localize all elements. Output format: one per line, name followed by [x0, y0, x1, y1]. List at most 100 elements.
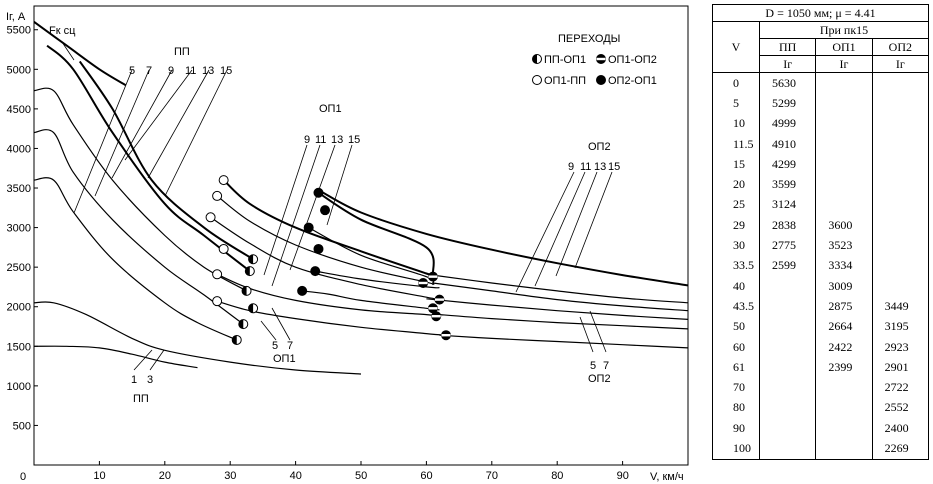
- cell-value: [871, 133, 930, 155]
- marker-op1-pp: [218, 175, 229, 186]
- cell-value: 4910: [758, 133, 817, 155]
- marker-pp-op1: [231, 334, 242, 345]
- cell-value: [871, 72, 930, 94]
- cell-value: 2399: [815, 357, 873, 378]
- series-line: [78, 60, 254, 261]
- marker-op1-pp: [212, 296, 223, 307]
- cell-v: 43.5: [712, 296, 760, 317]
- legend-item-op1-pp: ОП1-ПП: [544, 75, 586, 87]
- table-row: 61 2399 2901: [712, 357, 930, 378]
- y-tick-label: 4500: [7, 104, 31, 116]
- cell-value: [871, 255, 930, 276]
- table-row: 43.5 2875 3449: [712, 296, 930, 317]
- table-subtitle: При пк15: [759, 21, 929, 39]
- op1-num-15: 15: [348, 134, 360, 146]
- marker-op1-pp: [212, 190, 223, 201]
- marker-op2-op1: [320, 205, 331, 216]
- series-line: [33, 177, 237, 341]
- op1-num-7: 7: [287, 340, 293, 352]
- table-row: 0 5630: [712, 72, 930, 94]
- cell-value: [815, 377, 873, 398]
- cell-value: 3009: [815, 275, 873, 297]
- cell-v: 70: [712, 377, 760, 398]
- cell-v: 20: [712, 174, 760, 195]
- marker-op1-pp: [218, 243, 229, 254]
- cell-value: 2599: [758, 255, 817, 276]
- pp-num-1: 1: [131, 374, 137, 386]
- marker-op1-op2: [427, 303, 438, 314]
- y-tick-label: 2000: [7, 302, 31, 314]
- col-pp: ПП: [758, 38, 817, 56]
- cell-v: 61: [712, 357, 760, 378]
- table-row: 90 2400: [712, 418, 930, 439]
- marker-op1-op2: [441, 330, 452, 341]
- op2-num-9: 9: [568, 161, 574, 173]
- data-table: D = 1050 мм; μ = 4.41 V При пк15 ПП ОП1 …: [712, 4, 930, 460]
- op2-num-7: 7: [603, 360, 609, 372]
- legend-title: ПЕРЕХОДЫ: [558, 33, 620, 45]
- cell-value: [758, 397, 817, 419]
- series-line: [426, 298, 689, 320]
- series-line: [210, 216, 440, 301]
- marker-pp-op1: [238, 319, 249, 330]
- table-row: 60 2422 2923: [712, 336, 930, 358]
- cell-v: 11.5: [712, 133, 760, 155]
- marker-op2-op1: [303, 222, 314, 233]
- cell-v: 5: [712, 93, 760, 114]
- cell-value: 2269: [871, 438, 930, 460]
- op1-num-9: 9: [304, 134, 310, 146]
- x-tick-label: 60: [420, 470, 432, 482]
- unit-op1: Iг: [815, 55, 873, 73]
- x-tick-label: 80: [551, 470, 563, 482]
- pp-num-11: 11: [185, 65, 196, 77]
- cell-value: [758, 336, 817, 358]
- marker-op1-op2: [434, 294, 445, 305]
- cell-value: 3449: [871, 296, 930, 317]
- marker-op1-pp: [205, 212, 216, 223]
- cell-value: [871, 275, 930, 297]
- cell-value: 2400: [871, 418, 930, 439]
- cell-value: [758, 377, 817, 398]
- series-line: [33, 345, 198, 369]
- cell-v: 29: [712, 215, 760, 236]
- cell-value: 3124: [758, 194, 817, 216]
- table-head-v: V: [712, 21, 760, 73]
- table-row: 70 2722: [712, 377, 930, 398]
- origin-label: 0: [20, 471, 26, 483]
- cell-v: 30: [712, 235, 760, 256]
- legend-icon-op2-op1: [596, 75, 606, 85]
- cell-v: 90: [712, 418, 760, 439]
- col-op1: ОП1: [815, 38, 873, 56]
- y-axis-label: Iг, А: [6, 11, 26, 23]
- cell-value: 2875: [815, 296, 873, 317]
- cell-value: 5299: [758, 93, 817, 114]
- legend-icon-op1-pp: [532, 75, 542, 85]
- data-table-panel: D = 1050 мм; μ = 4.41 V При пк15 ПП ОП1 …: [712, 4, 930, 460]
- cell-v: 10: [712, 113, 760, 134]
- cell-value: [871, 113, 930, 134]
- cell-value: [871, 235, 930, 256]
- series-line: [439, 314, 689, 330]
- table-row: 33.5 2599 3334: [712, 255, 930, 276]
- table-row: 10 4999: [712, 113, 930, 134]
- x-tick-label: 50: [355, 470, 367, 482]
- cell-value: [815, 113, 873, 134]
- op2-top-label: ОП2: [588, 141, 611, 153]
- cell-value: 2722: [871, 377, 930, 398]
- cell-value: 4299: [758, 154, 817, 175]
- cell-v: 40: [712, 275, 760, 297]
- cell-value: [871, 174, 930, 195]
- cell-value: [758, 438, 817, 460]
- table-title: D = 1050 мм; μ = 4.41: [712, 4, 929, 22]
- cell-v: 80: [712, 397, 760, 419]
- series-line: [439, 334, 689, 349]
- legend-item-op1-op2: ОП1-ОП2: [608, 54, 657, 66]
- cell-value: [871, 194, 930, 216]
- marker-op1-pp: [212, 269, 223, 280]
- unit-pp: Iг: [758, 55, 817, 73]
- pp-top-label: ПП: [174, 46, 190, 58]
- cell-value: [815, 72, 873, 94]
- series-line: [33, 129, 244, 325]
- table-row: 100 2269: [712, 438, 930, 460]
- y-tick-label: 1000: [7, 381, 31, 393]
